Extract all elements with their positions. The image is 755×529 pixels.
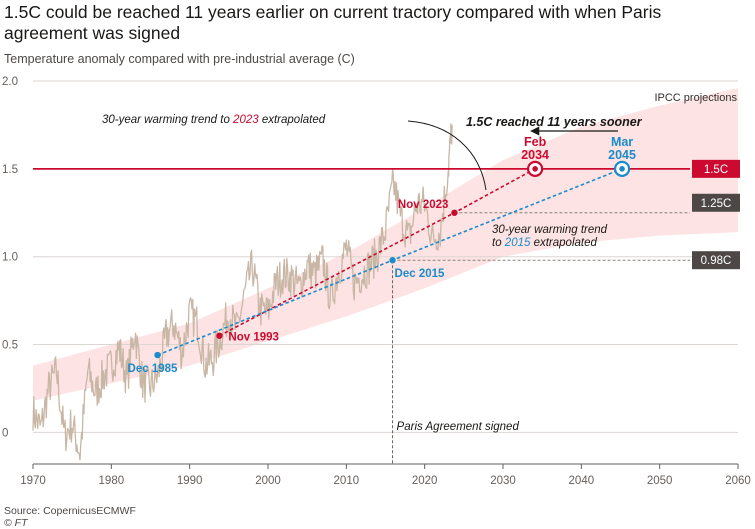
target-marker-dot-4: [532, 166, 538, 172]
x-tick-label: 2020: [412, 475, 438, 487]
source-note: Source: CopernicusECMWF: [4, 505, 136, 517]
annotation-trend-2015-line2: to 2015 extrapolated: [492, 237, 597, 249]
x-tick-label: 2030: [490, 475, 516, 487]
x-tick-label: 1980: [99, 475, 125, 487]
x-tick-label: 2000: [255, 475, 281, 487]
x-tick-label: 2050: [647, 475, 673, 487]
y-tick-label: 0: [2, 427, 8, 439]
label-1-25c-box: [692, 193, 740, 212]
label-1-5c-box: [692, 159, 740, 178]
x-tick-label: 2010: [334, 475, 360, 487]
ft-credit: © FT: [4, 517, 28, 529]
target-year-5: 2045: [608, 148, 636, 162]
trend-point-label-2: Nov 1993: [228, 332, 279, 344]
label-1-25c: 1.25C: [701, 198, 732, 210]
x-tick-label: 2040: [569, 475, 595, 487]
chart-subtitle: Temperature anomaly compared with pre-in…: [4, 52, 355, 66]
trend-point-label-3: Nov 2023: [398, 199, 449, 211]
annotation-trend-2023: 30-year warming trend to 2023 extrapolat…: [102, 114, 326, 126]
y-tick-label: 2.0: [2, 76, 18, 88]
x-tick-label: 1970: [20, 475, 46, 487]
target-month-5: Mar: [611, 135, 633, 149]
target-month-4: Feb: [524, 135, 547, 149]
trend-point-label-0: Dec 1985: [128, 363, 178, 375]
y-tick-label: 1.0: [2, 252, 18, 264]
x-tick-label: 1990: [177, 475, 203, 487]
trend-point-2: [216, 332, 223, 339]
temperature-anomaly-line: [32, 123, 453, 461]
paris-agreement-label: Paris Agreement signed: [397, 421, 520, 433]
x-tick-label: 2060: [725, 475, 751, 487]
y-tick-label: 1.5: [2, 164, 18, 176]
label-0-98c-box: [692, 251, 740, 270]
trend-point-3: [451, 209, 458, 216]
trend-point-0: [154, 351, 161, 359]
trend-point-1: [389, 257, 396, 264]
target-marker-dot-5: [619, 166, 625, 172]
ipcc-projection-band: [33, 88, 738, 401]
ipcc-projections-label: IPCC projections: [654, 92, 737, 104]
annotation-trend-2015-line1: 30-year warming trend: [492, 224, 608, 236]
annotation-connector-2023: [407, 120, 487, 191]
annotation-sooner: 1.5C reached 11 years sooner: [466, 115, 643, 129]
label-1-5c: 1.5C: [704, 164, 728, 176]
label-0-98c: 0.98C: [701, 255, 732, 267]
y-tick-label: 0.5: [2, 340, 18, 352]
trend-point-label-1: Dec 2015: [395, 268, 445, 280]
target-year-4: 2034: [521, 148, 549, 162]
chart-title: 1.5C could be reached 11 years earlier o…: [4, 2, 662, 43]
